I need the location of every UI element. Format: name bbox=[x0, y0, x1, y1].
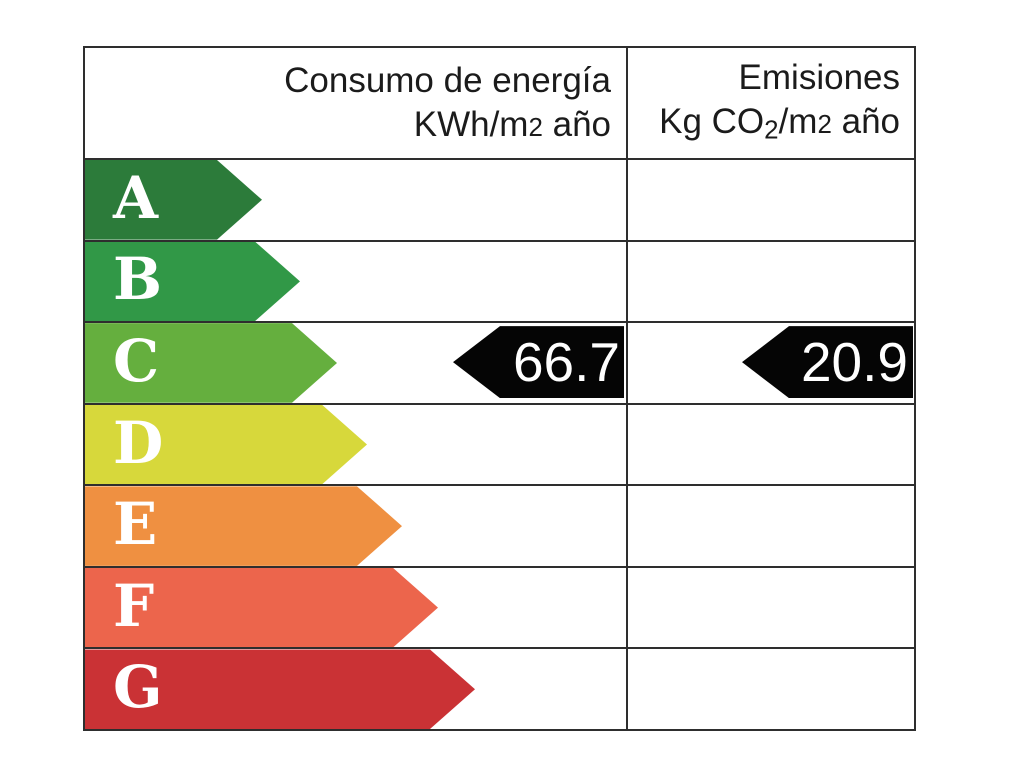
rating-bar: C bbox=[85, 323, 337, 403]
emissions-value-arrow: 20.9 bbox=[742, 326, 913, 399]
emissions-unit-prefix: Kg CO bbox=[659, 101, 765, 141]
rating-letter: C bbox=[113, 326, 160, 395]
rating-row: G bbox=[85, 647, 914, 729]
rating-bar: D bbox=[85, 405, 367, 485]
rating-bar: E bbox=[85, 486, 402, 566]
rating-letter: D bbox=[113, 408, 164, 477]
consumption-unit-exponent: 2 bbox=[528, 113, 543, 142]
emissions-unit-exponent: 2 bbox=[817, 110, 832, 139]
emissions-title: Emisiones bbox=[738, 57, 900, 97]
rating-row: D bbox=[85, 402, 914, 485]
rating-letter: F bbox=[113, 571, 155, 640]
emissions-header: Emisiones Kg CO2/m2 año bbox=[628, 48, 914, 158]
rating-bar: A bbox=[85, 160, 262, 240]
consumption-unit-suffix: año bbox=[542, 104, 611, 144]
rating-bar: F bbox=[85, 568, 438, 648]
rating-bar: G bbox=[85, 649, 475, 729]
emissions-unit-subscript: 2 bbox=[764, 116, 779, 145]
consumption-unit-prefix: KWh/m bbox=[413, 104, 529, 144]
consumption-value-arrow: 66.7 bbox=[453, 326, 624, 399]
rating-row: C 66.7 20.9 bbox=[85, 321, 914, 403]
consumption-unit: KWh/m2 año bbox=[85, 103, 611, 150]
rating-letter: E bbox=[113, 490, 158, 559]
rating-letter: A bbox=[113, 163, 159, 232]
energy-label-table: Consumo de energía KWh/m2 año Emisiones … bbox=[83, 46, 916, 731]
emissions-unit-suffix: año bbox=[831, 101, 900, 141]
emissions-value: 20.9 bbox=[800, 331, 908, 394]
column-divider bbox=[626, 48, 628, 729]
emissions-unit: Kg CO2/m2 año bbox=[628, 100, 900, 153]
consumption-header: Consumo de energía KWh/m2 año bbox=[85, 48, 628, 158]
header-row: Consumo de energía KWh/m2 año Emisiones … bbox=[85, 48, 914, 160]
consumption-title: Consumo de energía bbox=[284, 60, 611, 100]
emissions-unit-mid: /m bbox=[778, 101, 818, 141]
consumption-value: 66.7 bbox=[512, 331, 620, 394]
rating-row: A bbox=[85, 160, 914, 240]
rating-letter: B bbox=[113, 245, 163, 314]
rating-row: B bbox=[85, 239, 914, 322]
rating-row: F bbox=[85, 565, 914, 648]
rating-row: E bbox=[85, 484, 914, 566]
rating-letter: G bbox=[113, 653, 163, 722]
ratings-area: A B C 66.7 20.9 D E bbox=[85, 160, 914, 729]
rating-bar: B bbox=[85, 242, 300, 322]
